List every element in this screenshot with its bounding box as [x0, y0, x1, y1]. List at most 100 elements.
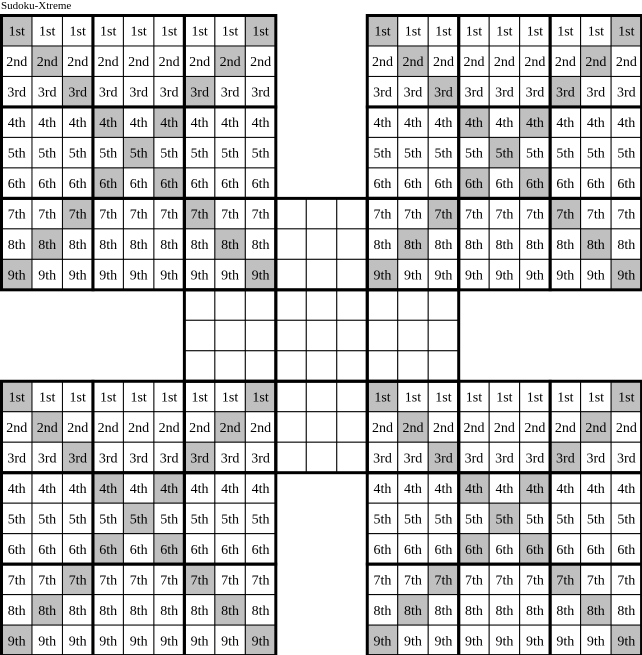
cell-top-right[interactable]: 7th [580, 197, 612, 230]
cell-top-left[interactable]: 5th [183, 136, 216, 169]
cell-top-left[interactable]: 4th [1, 106, 33, 138]
cell-bottom-right[interactable]: 8th [427, 594, 460, 626]
cell-top-left[interactable]: 1st [244, 15, 277, 47]
cell-top-right[interactable]: 2nd [488, 45, 521, 77]
empty-cell[interactable] [183, 350, 216, 382]
cell-top-left[interactable]: 1st [92, 15, 124, 47]
cell-top-right[interactable]: 6th [610, 167, 642, 199]
cell-top-right[interactable]: 7th [610, 197, 642, 230]
empty-cell[interactable] [214, 289, 246, 321]
cell-bottom-right[interactable]: 4th [458, 472, 490, 504]
cell-top-left[interactable]: 4th [61, 106, 94, 138]
cell-bottom-right[interactable]: 5th [427, 502, 460, 535]
cell-bottom-right[interactable]: 5th [519, 502, 551, 535]
cell-bottom-right[interactable]: 4th [580, 472, 612, 504]
cell-bottom-left[interactable]: 1st [1, 380, 33, 413]
cell-bottom-left[interactable]: 4th [214, 472, 246, 504]
cell-top-left[interactable]: 5th [1, 136, 33, 169]
cell-top-right[interactable]: 6th [427, 167, 460, 199]
cell-bottom-right[interactable]: 5th [610, 502, 642, 535]
cell-bottom-right[interactable]: 5th [580, 502, 612, 535]
cell-top-left[interactable]: 3rd [61, 75, 94, 108]
cell-top-right[interactable]: 1st [549, 15, 582, 47]
cell-top-right[interactable]: 6th [397, 167, 429, 199]
cell-bottom-right[interactable]: 6th [519, 533, 551, 565]
cell-top-right[interactable]: 8th [580, 228, 612, 260]
empty-cell[interactable] [244, 319, 277, 352]
cell-top-right[interactable]: 9th [549, 258, 582, 291]
empty-cell[interactable] [244, 289, 277, 321]
cell-top-left[interactable]: 9th [92, 258, 124, 291]
empty-cell[interactable] [275, 228, 307, 260]
cell-top-right[interactable]: 1st [488, 15, 521, 47]
cell-top-left[interactable]: 6th [183, 167, 216, 199]
cell-bottom-right[interactable]: 9th [488, 624, 521, 655]
cell-top-right[interactable]: 7th [397, 197, 429, 230]
cell-bottom-left[interactable]: 9th [153, 624, 185, 655]
cell-bottom-left[interactable]: 6th [1, 533, 33, 565]
cell-bottom-left[interactable]: 8th [214, 594, 246, 626]
cell-bottom-right[interactable]: 9th [366, 624, 399, 655]
cell-bottom-right[interactable]: 6th [397, 533, 429, 565]
cell-bottom-left[interactable]: 2nd [244, 411, 277, 443]
empty-cell[interactable] [366, 319, 399, 352]
cell-top-right[interactable]: 2nd [427, 45, 460, 77]
cell-top-left[interactable]: 9th [122, 258, 155, 291]
empty-cell[interactable] [214, 350, 246, 382]
cell-bottom-left[interactable]: 9th [214, 624, 246, 655]
cell-top-left[interactable]: 3rd [1, 75, 33, 108]
cell-top-left[interactable]: 4th [183, 106, 216, 138]
cell-top-right[interactable]: 3rd [519, 75, 551, 108]
cell-bottom-left[interactable]: 4th [244, 472, 277, 504]
cell-bottom-right[interactable]: 3rd [427, 441, 460, 474]
cell-bottom-left[interactable]: 3rd [92, 441, 124, 474]
cell-bottom-right[interactable]: 8th [397, 594, 429, 626]
cell-bottom-right[interactable]: 5th [397, 502, 429, 535]
empty-cell[interactable] [305, 228, 338, 260]
cell-top-right[interactable]: 6th [519, 167, 551, 199]
cell-bottom-right[interactable]: 6th [580, 533, 612, 565]
cell-bottom-left[interactable]: 8th [92, 594, 124, 626]
cell-top-left[interactable]: 8th [214, 228, 246, 260]
cell-top-left[interactable]: 8th [1, 228, 33, 260]
cell-top-right[interactable]: 5th [397, 136, 429, 169]
cell-top-right[interactable]: 1st [519, 15, 551, 47]
empty-cell[interactable] [336, 441, 368, 474]
cell-top-left[interactable]: 6th [31, 167, 63, 199]
cell-bottom-left[interactable]: 7th [214, 563, 246, 596]
cell-top-right[interactable]: 7th [519, 197, 551, 230]
cell-bottom-right[interactable]: 2nd [549, 411, 582, 443]
cell-bottom-left[interactable]: 5th [1, 502, 33, 535]
cell-top-left[interactable]: 4th [31, 106, 63, 138]
cell-bottom-right[interactable]: 2nd [397, 411, 429, 443]
cell-top-right[interactable]: 1st [458, 15, 490, 47]
empty-cell[interactable] [397, 350, 429, 382]
cell-top-right[interactable]: 9th [580, 258, 612, 291]
cell-top-left[interactable]: 5th [153, 136, 185, 169]
cell-bottom-left[interactable]: 9th [31, 624, 63, 655]
cell-bottom-right[interactable]: 3rd [519, 441, 551, 474]
cell-top-left[interactable]: 4th [92, 106, 124, 138]
cell-bottom-right[interactable]: 9th [519, 624, 551, 655]
cell-top-right[interactable]: 9th [519, 258, 551, 291]
cell-top-right[interactable]: 5th [488, 136, 521, 169]
cell-bottom-right[interactable]: 7th [427, 563, 460, 596]
cell-top-right[interactable]: 1st [397, 15, 429, 47]
cell-top-left[interactable]: 2nd [183, 45, 216, 77]
cell-bottom-left[interactable]: 2nd [122, 411, 155, 443]
cell-top-right[interactable]: 5th [519, 136, 551, 169]
cell-top-left[interactable]: 2nd [244, 45, 277, 77]
empty-cell[interactable] [275, 350, 307, 382]
cell-bottom-left[interactable]: 7th [92, 563, 124, 596]
cell-bottom-left[interactable]: 8th [122, 594, 155, 626]
cell-bottom-right[interactable]: 8th [458, 594, 490, 626]
empty-cell[interactable] [305, 197, 338, 230]
cell-top-right[interactable]: 8th [519, 228, 551, 260]
cell-top-right[interactable]: 5th [580, 136, 612, 169]
cell-top-right[interactable]: 9th [366, 258, 399, 291]
cell-bottom-right[interactable]: 6th [549, 533, 582, 565]
cell-top-left[interactable]: 5th [92, 136, 124, 169]
cell-bottom-right[interactable]: 7th [397, 563, 429, 596]
cell-top-left[interactable]: 3rd [183, 75, 216, 108]
empty-cell[interactable] [427, 350, 460, 382]
